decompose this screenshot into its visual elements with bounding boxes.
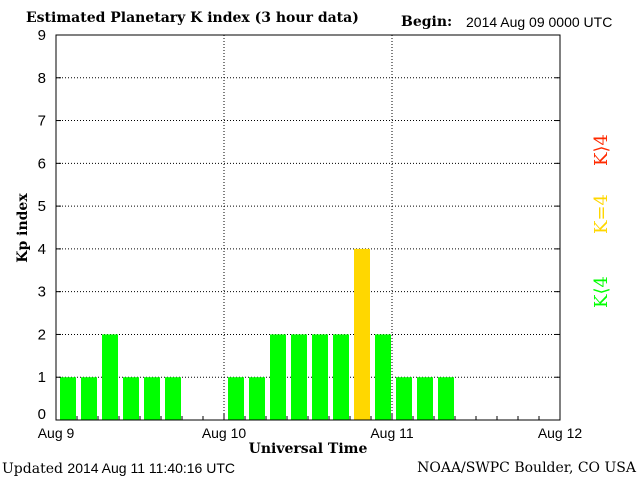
kp-bar	[396, 377, 412, 420]
y-tick-label: 2	[38, 326, 46, 343]
begin-value: 2014 Aug 09 0000 UTC	[466, 14, 613, 30]
y-tick-label: 4	[38, 241, 46, 258]
kp-bar	[417, 377, 433, 420]
begin-label: Begin:	[401, 14, 453, 30]
y-ticks: 0 1 2 3 4 5 6 7 8 9	[38, 27, 560, 423]
y-axis-label: Kp index	[15, 193, 31, 263]
x-tick-label: Aug 11	[370, 425, 414, 441]
x-axis-label: Universal Time	[249, 441, 368, 457]
y-tick-label: 6	[38, 155, 46, 172]
kp-bar	[165, 377, 181, 420]
grid-lines	[56, 35, 560, 420]
updated-label: Updated	[2, 461, 63, 477]
bars-group	[60, 248, 454, 420]
kp-bar	[375, 334, 391, 420]
y-tick-label: 7	[38, 113, 46, 130]
y-tick-label: 8	[38, 70, 46, 87]
legend-mid: K=4	[591, 194, 612, 234]
plot-frame	[55, 34, 561, 421]
y-tick-label: 9	[38, 27, 46, 44]
updated-stamp: Updated 2014 Aug 11 11:40:16 UTC	[2, 460, 235, 477]
x-tick-label: Aug 12	[538, 425, 583, 441]
x-tick-label: Aug 9	[38, 425, 75, 441]
kp-bar	[123, 377, 139, 420]
y-tick-label: 0	[38, 406, 46, 423]
kp-bar	[291, 334, 307, 420]
source-credit: NOAA/SWPC Boulder, CO USA	[417, 460, 636, 476]
kp-bar	[102, 334, 118, 420]
y-tick-label: 3	[38, 284, 46, 301]
legend-low: K⟨4	[591, 276, 612, 308]
kp-bar	[60, 377, 76, 420]
kp-bar	[333, 334, 349, 420]
y-tick-label: 1	[38, 369, 46, 386]
legend-high: K⟩4	[591, 134, 612, 166]
kp-bar	[312, 334, 328, 420]
kp-bar	[249, 377, 265, 420]
updated-value: 2014 Aug 11 11:40:16 UTC	[67, 460, 236, 476]
x-tick-label: Aug 10	[202, 425, 247, 441]
kp-bar	[354, 248, 370, 420]
kp-bar	[228, 377, 244, 420]
chart-title: Estimated Planetary K index (3 hour data…	[26, 10, 359, 26]
y-tick-label: 5	[38, 198, 46, 215]
kp-bar	[270, 334, 286, 420]
kp-bar	[81, 377, 97, 420]
kp-bar	[144, 377, 160, 420]
kp-bar	[438, 377, 454, 420]
x-ticks: Aug 9 Aug 10 Aug 11 Aug 12	[38, 413, 583, 441]
